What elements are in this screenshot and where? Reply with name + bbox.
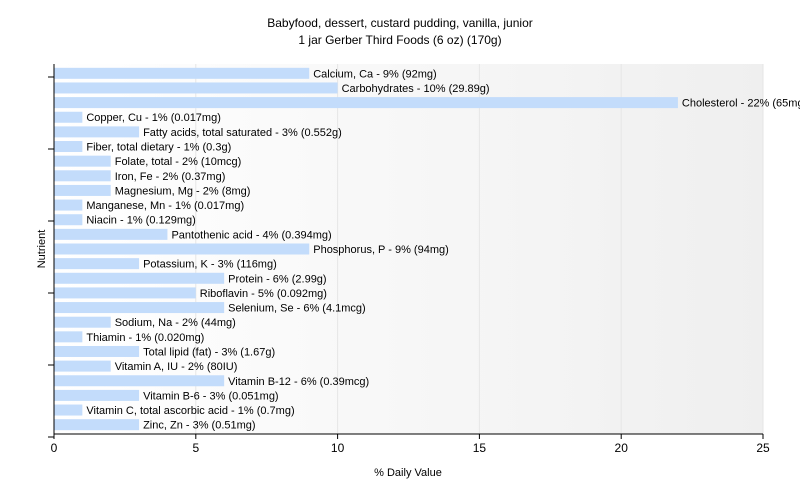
- bar-label: Vitamin A, IU - 2% (80IU): [115, 361, 238, 373]
- x-tick-label: 25: [756, 441, 770, 455]
- bar: [54, 345, 140, 357]
- bar-label: Total lipid (fat) - 3% (1.67g): [143, 346, 275, 358]
- bar-label: Riboflavin - 5% (0.092mg): [200, 288, 327, 300]
- bar: [54, 228, 168, 240]
- bar-label: Copper, Cu - 1% (0.017mg): [86, 112, 221, 124]
- chart-title: Babyfood, dessert, custard pudding, vani…: [267, 16, 533, 30]
- bar-label: Manganese, Mn - 1% (0.017mg): [86, 200, 244, 212]
- bar: [54, 302, 225, 314]
- bar-label: Phosphorus, P - 9% (94mg): [313, 244, 449, 256]
- bar-label: Folate, total - 2% (10mcg): [115, 156, 242, 168]
- axes: 0 5 10 15 20 25: [48, 64, 770, 455]
- x-tick-label: 15: [473, 441, 487, 455]
- bar: [54, 126, 140, 138]
- bar: [54, 360, 111, 372]
- x-axis-title: % Daily Value: [374, 467, 442, 479]
- y-axis-title: Nutrient: [36, 230, 48, 269]
- bar: [54, 170, 111, 182]
- bar-label: Potassium, K - 3% (116mg): [143, 259, 277, 271]
- bar-label: Calcium, Ca - 9% (92mg): [313, 68, 436, 80]
- bar-label: Magnesium, Mg - 2% (8mg): [115, 185, 251, 197]
- bar: [54, 287, 196, 299]
- bar: [54, 199, 83, 211]
- bar: [54, 243, 310, 255]
- bar: [54, 389, 140, 401]
- grid: [195, 64, 764, 434]
- bar-label: Pantothenic acid - 4% (0.394mg): [171, 229, 331, 241]
- bar-label: Carbohydrates - 10% (29.89g): [342, 83, 490, 95]
- bars: [54, 67, 678, 431]
- bar: [54, 419, 140, 431]
- x-tick-label: 10: [331, 441, 345, 455]
- bar-labels: Calcium, Ca - 9% (92mg) Carbohydrates - 1…: [86, 68, 800, 431]
- bar-label: Fiber, total dietary - 1% (0.3g): [86, 142, 231, 154]
- bar: [54, 272, 225, 284]
- bar: [54, 67, 310, 79]
- bar-label: Selenium, Se - 6% (4.1mcg): [228, 303, 366, 315]
- bar-label: Zinc, Zn - 3% (0.51mg): [143, 420, 255, 432]
- bar-label: Fatty acids, total saturated - 3% (0.552…: [143, 127, 342, 139]
- x-tick-label: 0: [51, 441, 58, 455]
- bar: [54, 82, 338, 94]
- bar: [54, 258, 140, 270]
- bar-label: Vitamin C, total ascorbic acid - 1% (0.7…: [86, 405, 294, 417]
- x-tick-label: 5: [192, 441, 199, 455]
- bar: [54, 184, 111, 196]
- bar-label: Vitamin B-6 - 3% (0.051mg): [143, 390, 279, 402]
- x-tick-label: 20: [615, 441, 629, 455]
- bar: [54, 111, 83, 123]
- bar: [54, 155, 111, 167]
- bar-label: Thiamin - 1% (0.020mg): [86, 332, 204, 344]
- bar-label: Sodium, Na - 2% (44mg): [115, 317, 236, 329]
- bar-label: Protein - 6% (2.99g): [228, 273, 326, 285]
- chart-subtitle: 1 jar Gerber Third Foods (6 oz) (170g): [298, 33, 501, 47]
- bar: [54, 404, 83, 416]
- bar: [54, 214, 83, 226]
- bar: [54, 141, 83, 153]
- bar: [54, 316, 111, 328]
- bar: [54, 331, 83, 343]
- bar-label: Vitamin B-12 - 6% (0.39mcg): [228, 376, 369, 388]
- bar-label: Niacin - 1% (0.129mg): [86, 215, 195, 227]
- bar: [54, 375, 225, 387]
- bar-label: Iron, Fe - 2% (0.37mg): [115, 171, 226, 183]
- bar: [54, 97, 678, 109]
- bar-label: Cholesterol - 22% (65mg): [682, 98, 800, 110]
